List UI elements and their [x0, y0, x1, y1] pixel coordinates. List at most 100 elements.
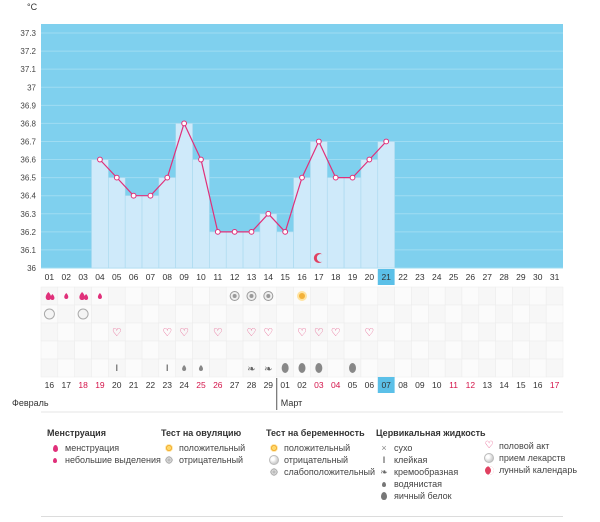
marker-cell — [124, 358, 143, 378]
y-tick-label: 36.6 — [20, 156, 36, 165]
marker-cell — [108, 304, 126, 324]
egg-white-icon — [281, 363, 289, 373]
sun-icon — [165, 444, 173, 452]
marker-cell — [512, 322, 530, 342]
marker-cell — [512, 358, 530, 378]
cycle-day-label: 16 — [297, 272, 307, 282]
temperature-point — [265, 210, 272, 217]
marker-cell — [495, 286, 513, 306]
marker-cell — [545, 304, 564, 324]
marker-cell — [478, 322, 496, 342]
marker-cell — [444, 286, 463, 306]
temperature-point — [181, 120, 188, 127]
date-label: 10 — [432, 380, 442, 390]
marker-cell — [529, 286, 547, 306]
temperature-bar — [242, 231, 261, 269]
y-tick-label: 36.9 — [20, 101, 36, 110]
heart-icon: ♡ — [162, 327, 172, 339]
cycle-day-label: 17 — [314, 272, 324, 282]
date-label: 20 — [112, 380, 122, 390]
date-label: 29 — [264, 380, 274, 390]
marker-cell — [310, 304, 328, 324]
marker-cell — [343, 286, 362, 306]
cycle-day-label: 11 — [213, 272, 222, 282]
small-drop-icon — [53, 457, 57, 463]
small-drop-icon — [97, 293, 102, 299]
marker-cell — [495, 322, 513, 342]
legend-item: положительный — [179, 443, 246, 453]
egg-white-icon — [381, 492, 387, 500]
marker-cell — [158, 304, 176, 324]
marker-cell — [242, 340, 261, 360]
temperature-point — [366, 156, 373, 163]
date-label: 17 — [550, 380, 560, 390]
marker-cell — [108, 340, 126, 360]
temperature-point — [383, 138, 390, 145]
marker-cell — [74, 322, 92, 342]
marker-cell — [461, 358, 480, 378]
creamy-icon: ❧ — [380, 466, 388, 477]
marker-cell — [124, 322, 143, 342]
marker-cell — [428, 322, 446, 342]
legend-pregnancy: Тест на беременность положительный отриц… — [266, 428, 375, 478]
temperature-point — [198, 156, 204, 163]
temperature-bar — [175, 123, 193, 269]
legend-item: отрицательный — [179, 455, 244, 465]
sun-icon — [270, 444, 278, 452]
heart-icon: ♡ — [112, 327, 122, 339]
legend-item: небольшие выделения — [65, 455, 161, 465]
marker-cell — [411, 304, 429, 324]
marker-cell — [225, 340, 244, 360]
legend-item: сухо — [394, 443, 413, 453]
legend-item: менструация — [65, 443, 120, 453]
marker-cell — [461, 322, 480, 342]
legend-title: Менструация — [47, 428, 106, 438]
marker-cell — [461, 304, 480, 324]
marker-cell — [40, 358, 59, 378]
temperature-bar — [108, 177, 126, 269]
sticky-icon: I — [116, 363, 119, 373]
marker-cell — [310, 340, 328, 360]
marker-cell — [377, 358, 395, 378]
marker-cell — [310, 286, 328, 306]
watery-icon — [198, 365, 203, 371]
marker-cell — [293, 304, 311, 324]
cycle-day-label: 26 — [466, 272, 476, 282]
heart-icon: ♡ — [364, 327, 374, 339]
legend-item: слабоположительный — [284, 467, 376, 477]
marker-cell — [428, 304, 446, 324]
weak-positive-icon — [270, 468, 278, 476]
marker-cell — [141, 340, 160, 360]
y-tick-label: 36.7 — [20, 137, 36, 146]
cycle-day-label: 30 — [533, 272, 543, 282]
marker-cell — [428, 340, 446, 360]
marker-cell — [276, 286, 294, 306]
marker-cell — [57, 358, 75, 378]
grey-circle-icon-dot — [232, 294, 237, 298]
temperature-bar — [158, 177, 177, 269]
current-day-highlight — [377, 269, 395, 285]
marker-cell — [141, 358, 160, 378]
legend-item: кремообразная — [394, 467, 459, 477]
marker-cell — [444, 358, 463, 378]
date-label: 11 — [449, 380, 458, 390]
creamy-icon: ❧ — [264, 364, 272, 375]
date-label: 25 — [196, 380, 206, 390]
marker-cell — [360, 340, 379, 360]
dry-icon: × — [381, 443, 387, 453]
marker-cell — [242, 304, 261, 324]
marker-cell — [360, 286, 379, 306]
marker-cell — [327, 340, 345, 360]
cycle-day-label: 01 — [45, 272, 55, 282]
moon-icon — [484, 465, 494, 475]
temperature-bar — [293, 177, 311, 269]
marker-cell — [545, 322, 564, 342]
cycle-day-label: 18 — [331, 272, 341, 282]
month-label: Февраль — [12, 398, 49, 408]
marker-cell — [192, 286, 210, 306]
marker-cell — [360, 304, 379, 324]
cycle-day-label: 24 — [432, 272, 442, 282]
marker-cell — [478, 304, 496, 324]
marker-cell — [91, 304, 109, 324]
heart-icon: ♡ — [484, 440, 494, 451]
